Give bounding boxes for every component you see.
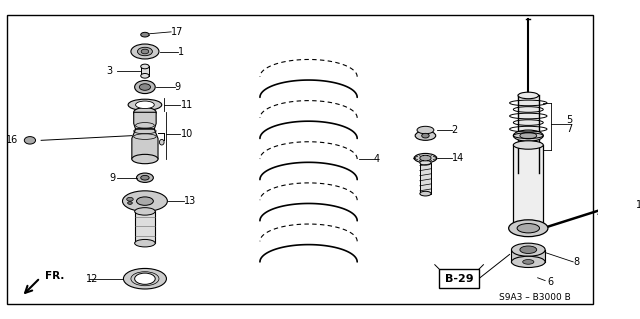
Bar [513, 145, 543, 229]
Ellipse shape [138, 47, 152, 56]
Ellipse shape [124, 268, 166, 289]
Ellipse shape [513, 130, 543, 141]
Text: 11: 11 [180, 100, 193, 110]
Ellipse shape [136, 173, 154, 182]
Text: 16: 16 [6, 135, 19, 145]
Text: FR.: FR. [45, 271, 64, 281]
Text: 12: 12 [86, 274, 98, 284]
Text: S9A3 – B3000 B: S9A3 – B3000 B [499, 293, 570, 302]
Ellipse shape [136, 101, 154, 108]
Ellipse shape [134, 108, 156, 117]
Text: 6: 6 [547, 278, 553, 287]
Text: 1: 1 [178, 47, 184, 56]
Text: 9: 9 [109, 173, 115, 183]
Ellipse shape [513, 225, 543, 234]
Ellipse shape [141, 32, 149, 37]
Ellipse shape [518, 92, 539, 99]
Ellipse shape [523, 260, 534, 264]
Text: 17: 17 [171, 27, 184, 37]
Bar [518, 95, 539, 173]
Ellipse shape [511, 256, 545, 268]
Text: 8: 8 [573, 257, 579, 267]
Ellipse shape [136, 197, 154, 205]
Polygon shape [134, 112, 156, 129]
Bar [420, 163, 431, 194]
Ellipse shape [141, 49, 148, 54]
Bar [511, 250, 545, 262]
Ellipse shape [520, 132, 537, 139]
Text: 15: 15 [636, 200, 640, 210]
Ellipse shape [127, 202, 132, 204]
Text: 9: 9 [175, 82, 181, 92]
Text: B-29: B-29 [445, 274, 474, 284]
Ellipse shape [134, 80, 156, 93]
Bar [141, 66, 149, 76]
Ellipse shape [141, 64, 149, 69]
Bar [440, 269, 479, 288]
Ellipse shape [420, 160, 431, 165]
Ellipse shape [141, 73, 149, 78]
Text: 14: 14 [452, 153, 464, 163]
Ellipse shape [603, 204, 612, 211]
Ellipse shape [415, 131, 436, 140]
Text: 2: 2 [452, 125, 458, 135]
Ellipse shape [132, 154, 158, 164]
Ellipse shape [414, 153, 436, 163]
Ellipse shape [513, 141, 543, 149]
Ellipse shape [422, 133, 429, 138]
Ellipse shape [127, 197, 133, 201]
Ellipse shape [128, 99, 162, 110]
Text: 10: 10 [180, 129, 193, 139]
Text: 3: 3 [106, 66, 112, 76]
Bar [134, 211, 156, 243]
Text: 13: 13 [184, 196, 196, 206]
Text: 7: 7 [566, 124, 573, 134]
Text: 5: 5 [566, 115, 573, 125]
Ellipse shape [24, 137, 36, 144]
Ellipse shape [122, 191, 168, 211]
Ellipse shape [159, 139, 164, 145]
Ellipse shape [134, 240, 156, 247]
Text: 4: 4 [374, 154, 380, 164]
Ellipse shape [134, 208, 156, 215]
Ellipse shape [141, 175, 149, 180]
Ellipse shape [420, 191, 431, 196]
Ellipse shape [134, 273, 156, 284]
Ellipse shape [509, 220, 548, 237]
Ellipse shape [131, 44, 159, 59]
Ellipse shape [420, 155, 431, 161]
Ellipse shape [511, 243, 545, 256]
Polygon shape [132, 129, 158, 159]
Ellipse shape [520, 246, 537, 254]
Ellipse shape [517, 224, 540, 233]
Ellipse shape [417, 126, 434, 134]
Ellipse shape [140, 84, 150, 90]
